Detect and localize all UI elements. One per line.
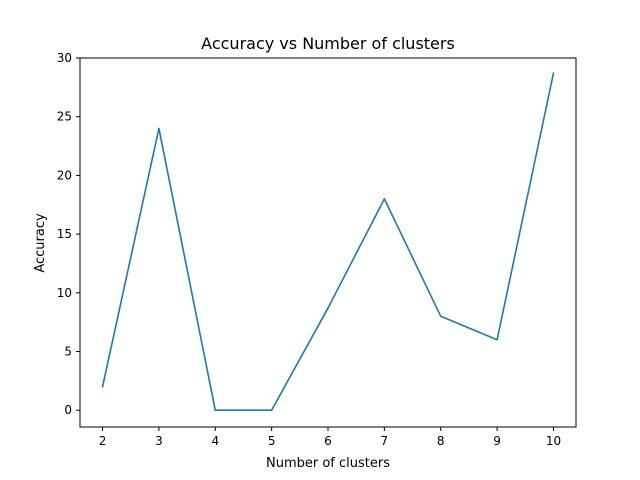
x-axis-label: Number of clusters — [266, 456, 390, 471]
chart-title: Accuracy vs Number of clusters — [201, 34, 455, 53]
x-tick-label: 7 — [381, 434, 389, 448]
series-line-0 — [101, 72, 555, 412]
x-tick-label: 6 — [324, 434, 332, 448]
y-tick-label: 20 — [57, 168, 72, 182]
y-axis-label: Accuracy — [33, 213, 48, 273]
y-tick-label: 10 — [57, 286, 72, 300]
y-tick-label: 25 — [57, 110, 72, 124]
x-tick-label: 3 — [155, 434, 163, 448]
x-tick-label: 5 — [268, 434, 276, 448]
y-tick-label: 0 — [64, 403, 72, 417]
x-tick-label: 10 — [546, 434, 561, 448]
y-tick-label: 30 — [57, 51, 72, 65]
y-tick-label: 15 — [57, 227, 72, 241]
x-tick-label: 9 — [493, 434, 501, 448]
x-tick-label: 4 — [211, 434, 219, 448]
y-tick-label: 5 — [64, 345, 72, 359]
plot-area — [101, 72, 555, 412]
x-tick-label: 8 — [437, 434, 445, 448]
x-tick-label: 2 — [99, 434, 107, 448]
